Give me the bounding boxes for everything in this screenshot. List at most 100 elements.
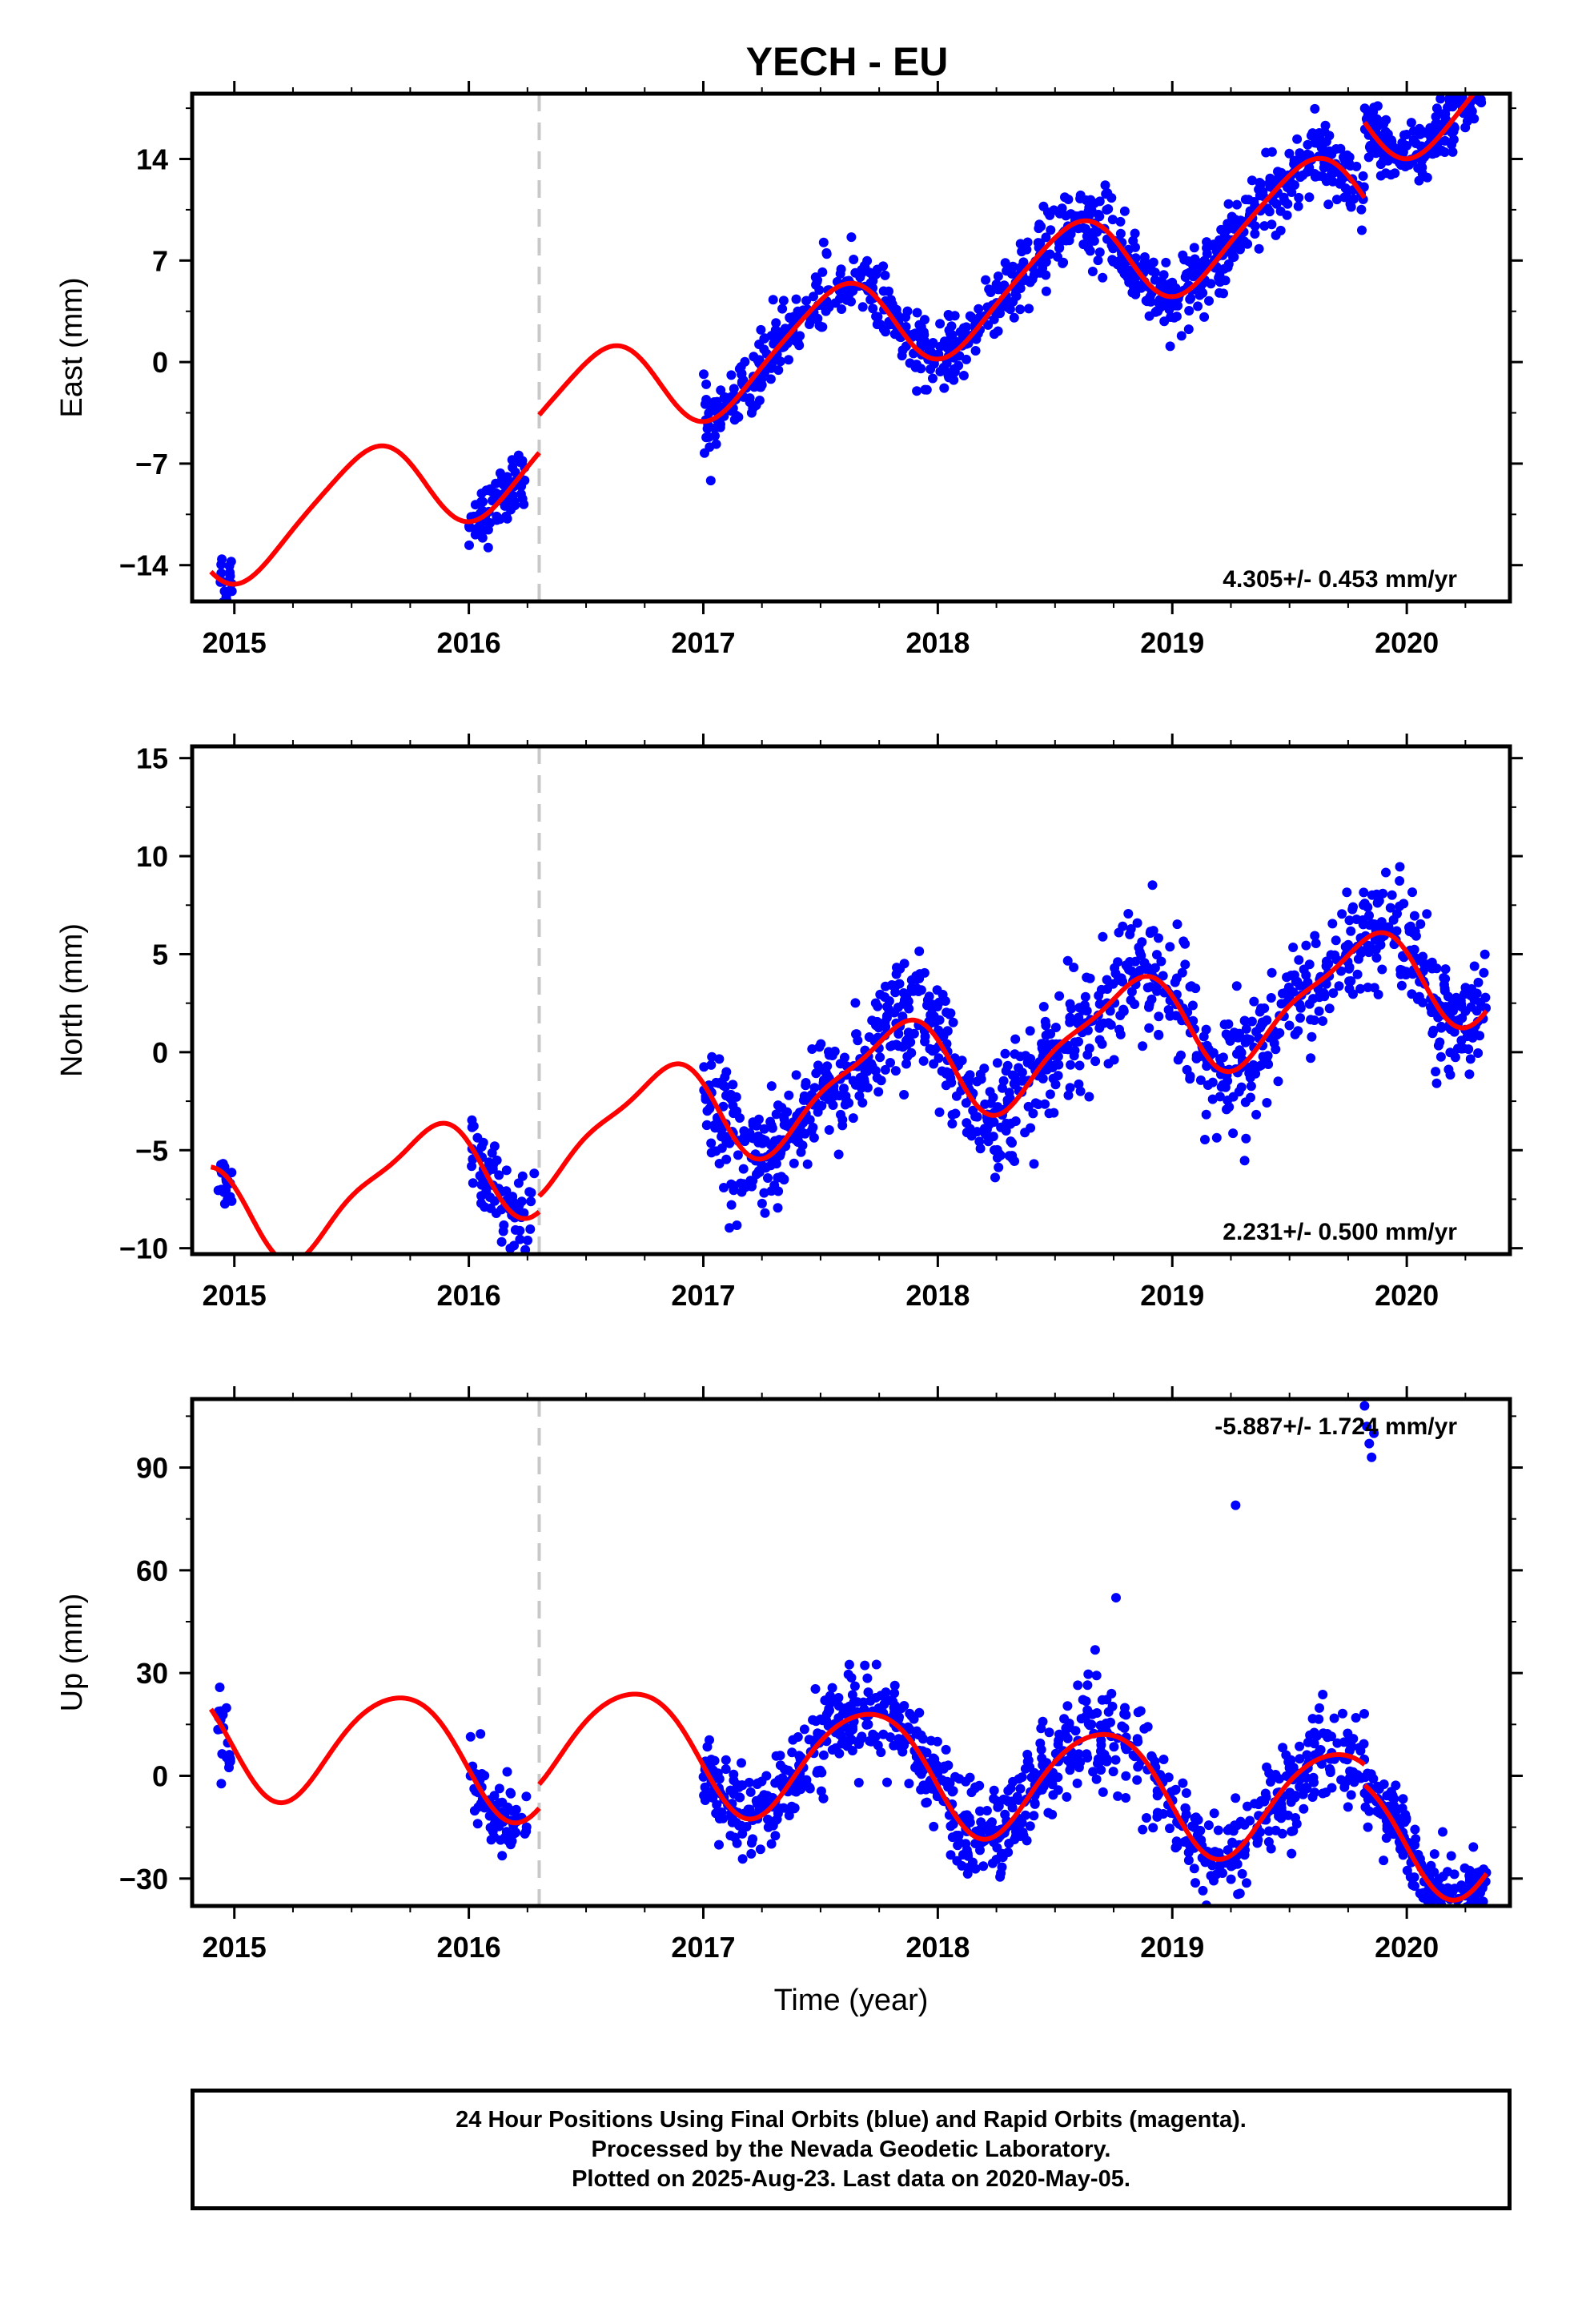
data-point <box>862 255 873 266</box>
data-point <box>1097 1039 1107 1049</box>
data-point <box>1414 175 1424 186</box>
data-point <box>855 1735 865 1745</box>
data-point <box>1083 1669 1094 1679</box>
data-point <box>821 247 832 258</box>
data-point <box>918 1734 928 1744</box>
data-point <box>793 332 803 343</box>
data-point <box>855 272 865 283</box>
data-point <box>939 383 950 393</box>
data-point <box>901 1035 911 1046</box>
data-point <box>1227 215 1238 225</box>
data-point <box>1148 1823 1158 1833</box>
data-point <box>1226 247 1236 257</box>
data-point <box>818 1075 829 1085</box>
data-point <box>737 1758 746 1768</box>
data-point <box>705 476 716 486</box>
data-point <box>1250 221 1260 231</box>
data-point <box>1481 72 1491 82</box>
data-point <box>1195 1075 1206 1085</box>
data-point <box>1146 1751 1157 1761</box>
data-point <box>851 1029 861 1039</box>
data-point <box>215 1683 225 1692</box>
data-point <box>1183 1856 1194 1865</box>
data-point <box>1263 1051 1273 1061</box>
data-point <box>773 1100 783 1111</box>
data-point <box>1123 909 1134 919</box>
data-point <box>491 1208 501 1218</box>
data-point <box>834 1748 845 1759</box>
data-point <box>1150 307 1161 317</box>
data-point <box>771 1109 781 1120</box>
data-point <box>729 1185 739 1196</box>
data-point <box>759 1124 769 1134</box>
data-point <box>1072 1778 1082 1788</box>
data-point <box>1250 229 1260 239</box>
data-point <box>979 1063 990 1074</box>
data-point <box>935 319 946 329</box>
y-tick-label: 5 <box>152 938 168 971</box>
data-point <box>773 1203 783 1213</box>
data-point <box>1242 1878 1251 1888</box>
data-point <box>881 327 890 337</box>
data-point <box>882 1002 892 1012</box>
data-point <box>948 1819 958 1829</box>
data-point <box>1133 1736 1143 1747</box>
data-point <box>1062 1791 1072 1802</box>
data-point <box>1015 1783 1026 1794</box>
data-point <box>1281 1771 1291 1781</box>
data-point <box>1242 1034 1252 1044</box>
y-tick-label: 10 <box>136 840 168 873</box>
data-point <box>1222 1104 1231 1115</box>
data-point <box>970 346 981 356</box>
data-point <box>983 320 994 330</box>
data-point <box>1173 1055 1183 1065</box>
data-point <box>714 1159 725 1168</box>
data-point <box>760 1136 770 1146</box>
data-point <box>224 1763 234 1773</box>
data-point <box>1020 1810 1030 1820</box>
data-point <box>1359 887 1369 898</box>
data-point <box>699 369 709 380</box>
data-point <box>929 1821 939 1831</box>
data-point <box>1192 1830 1203 1840</box>
data-point <box>1022 1835 1032 1846</box>
data-point <box>495 468 505 478</box>
data-point <box>1359 1709 1369 1719</box>
data-point <box>971 334 982 344</box>
data-point <box>779 1174 789 1184</box>
data-point <box>1478 82 1488 92</box>
data-point <box>496 1236 507 1247</box>
y-tick-label: 7 <box>152 244 168 277</box>
data-point <box>1035 238 1046 248</box>
data-point <box>891 969 901 979</box>
data-point <box>1154 933 1163 943</box>
data-point <box>773 1186 784 1196</box>
data-point <box>799 1724 809 1735</box>
data-point <box>1287 1848 1297 1859</box>
data-point <box>779 1120 789 1130</box>
data-point <box>942 1007 952 1018</box>
data-point <box>1092 1708 1102 1718</box>
data-point <box>1453 1920 1463 1930</box>
data-point <box>989 1785 999 1795</box>
data-point <box>702 1106 713 1116</box>
data-point <box>726 370 737 380</box>
data-point <box>1431 1067 1441 1077</box>
data-point <box>506 505 516 515</box>
data-point <box>1185 1074 1195 1084</box>
data-point <box>1170 300 1181 311</box>
data-point <box>517 1265 527 1274</box>
data-point <box>927 1003 938 1014</box>
data-point <box>1082 1006 1092 1016</box>
data-point <box>477 525 488 535</box>
data-point <box>492 512 502 522</box>
data-point <box>1075 1757 1086 1767</box>
data-point <box>909 986 918 996</box>
data-point <box>1044 1727 1054 1738</box>
data-point <box>784 1811 794 1820</box>
data-point <box>1284 991 1295 1002</box>
data-point <box>1462 1031 1472 1042</box>
data-point <box>766 1186 777 1196</box>
data-point <box>1335 143 1346 154</box>
data-point <box>809 1132 819 1143</box>
